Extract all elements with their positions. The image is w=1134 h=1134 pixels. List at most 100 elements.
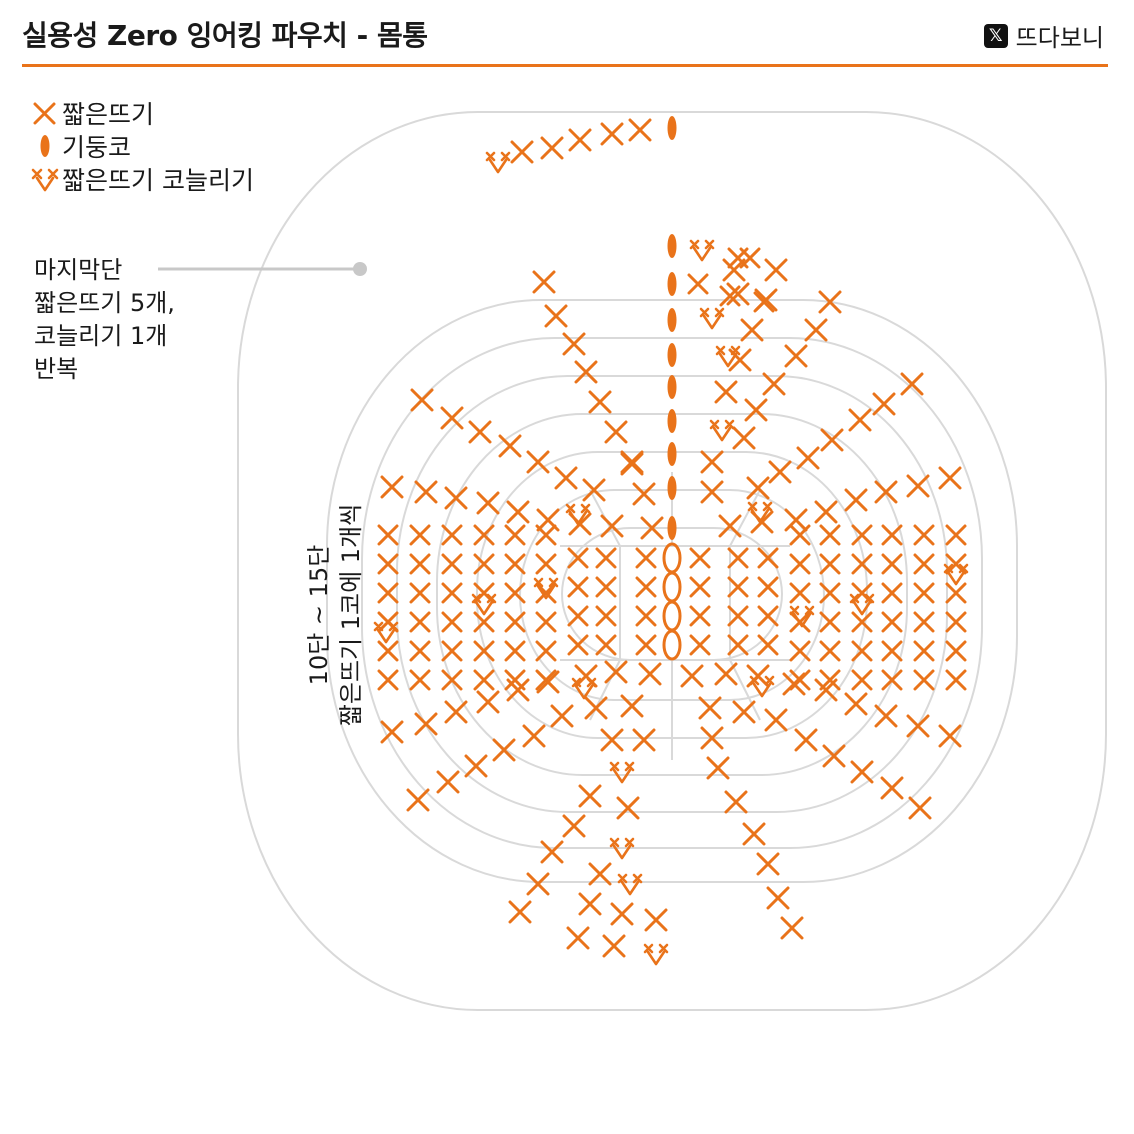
single-crochet-mark bbox=[814, 678, 838, 702]
single-crochet-mark bbox=[913, 553, 935, 575]
single-crochet-mark bbox=[504, 582, 526, 604]
single-crochet-mark bbox=[796, 446, 820, 470]
single-crochet-mark bbox=[727, 605, 749, 627]
single-crochet-mark bbox=[640, 516, 664, 540]
single-crochet-mark bbox=[595, 576, 617, 598]
single-crochet-mark bbox=[600, 514, 624, 538]
connector-dot bbox=[353, 262, 367, 276]
single-crochet-mark bbox=[789, 553, 811, 575]
chain-ring-mark bbox=[662, 542, 682, 574]
chain-ring-mark bbox=[662, 629, 682, 661]
round-ring bbox=[326, 299, 1018, 883]
single-crochet-mark bbox=[377, 640, 399, 662]
brand[interactable]: 𝕏 뜨다보니 bbox=[983, 18, 1104, 53]
single-crochet-mark bbox=[768, 460, 792, 484]
single-crochet-mark bbox=[718, 514, 742, 538]
single-crochet-mark bbox=[753, 291, 775, 313]
legend-label: 짧은뜨기 코늘리기 bbox=[62, 165, 254, 195]
single-crochet-mark bbox=[764, 258, 788, 282]
single-crochet-mark bbox=[567, 605, 589, 627]
single-crochet-mark bbox=[567, 634, 589, 656]
single-crochet-mark bbox=[377, 524, 399, 546]
single-crochet-mark bbox=[714, 662, 738, 686]
legend-item-sc: 짧은뜨기 bbox=[30, 96, 254, 129]
single-crochet-mark bbox=[441, 669, 463, 691]
single-crochet-mark bbox=[535, 553, 557, 575]
single-crochet-mark bbox=[874, 704, 898, 728]
single-crochet-mark bbox=[819, 582, 841, 604]
single-crochet-mark bbox=[632, 482, 656, 506]
single-crochet-mark bbox=[819, 640, 841, 662]
legend-item-increase: 짧은뜨기 코늘리기 bbox=[30, 162, 254, 195]
single-crochet-mark bbox=[414, 712, 438, 736]
single-crochet-mark bbox=[851, 553, 873, 575]
single-crochet-mark bbox=[698, 696, 722, 720]
round-ring bbox=[561, 527, 783, 661]
single-crochet-mark bbox=[508, 900, 532, 924]
single-crochet-mark bbox=[377, 669, 399, 691]
single-crochet-mark bbox=[535, 640, 557, 662]
chain-mark bbox=[667, 442, 677, 466]
single-crochet-mark bbox=[635, 605, 657, 627]
legend-item-chain: 기둥코 bbox=[30, 129, 254, 162]
single-crochet-mark bbox=[604, 660, 628, 684]
single-crochet-mark bbox=[567, 547, 589, 569]
single-crochet-mark bbox=[562, 332, 586, 356]
brand-name: 뜨다보니 bbox=[1015, 24, 1104, 52]
single-crochet-mark bbox=[913, 640, 935, 662]
single-crochet-mark bbox=[620, 450, 644, 474]
single-crochet-mark bbox=[687, 273, 709, 295]
single-crochet-mark bbox=[595, 634, 617, 656]
single-crochet-mark bbox=[881, 669, 903, 691]
single-crochet-mark bbox=[628, 118, 652, 142]
single-crochet-mark bbox=[851, 611, 873, 633]
single-crochet-mark bbox=[380, 720, 404, 744]
increase-icon bbox=[31, 168, 59, 191]
single-crochet-mark bbox=[414, 480, 438, 504]
single-crochet-mark bbox=[632, 728, 656, 752]
single-crochet-mark bbox=[635, 634, 657, 656]
single-crochet-mark bbox=[409, 582, 431, 604]
increase-mark bbox=[709, 419, 735, 442]
single-crochet-mark bbox=[498, 434, 522, 458]
single-crochet-mark bbox=[819, 553, 841, 575]
single-crochet-mark bbox=[578, 892, 602, 916]
single-crochet-mark bbox=[819, 611, 841, 633]
single-crochet-mark bbox=[602, 934, 626, 958]
increase-mark bbox=[609, 761, 635, 784]
chain-mark bbox=[667, 308, 677, 332]
single-crochet-mark bbox=[444, 486, 468, 510]
increase-mark bbox=[571, 677, 597, 700]
single-crochet-mark bbox=[689, 605, 711, 627]
single-crochet-mark bbox=[588, 862, 612, 886]
single-crochet-mark bbox=[820, 428, 844, 452]
single-crochet-mark bbox=[644, 908, 668, 932]
last-round-note: 마지막단 짧은뜨기 5개, 코늘리기 1개 반복 bbox=[34, 254, 175, 386]
single-crochet-mark bbox=[526, 450, 550, 474]
single-crochet-mark bbox=[473, 669, 495, 691]
single-crochet-mark bbox=[872, 392, 896, 416]
single-crochet-mark bbox=[757, 605, 779, 627]
single-crochet-mark bbox=[595, 547, 617, 569]
increase-mark bbox=[715, 345, 741, 368]
single-crochet-mark bbox=[742, 822, 766, 846]
note-connector bbox=[158, 262, 367, 276]
single-crochet-mark bbox=[540, 840, 564, 864]
single-crochet-mark bbox=[945, 524, 967, 546]
single-crochet-mark bbox=[945, 669, 967, 691]
chain-mark bbox=[667, 375, 677, 399]
single-crochet-mark bbox=[727, 547, 749, 569]
single-crochet-mark bbox=[473, 553, 495, 575]
single-crochet-mark bbox=[714, 380, 738, 404]
x-logo-icon: 𝕏 bbox=[983, 23, 1008, 48]
single-crochet-mark bbox=[689, 547, 711, 569]
single-crochet-mark bbox=[536, 670, 560, 694]
single-crochet-mark bbox=[604, 420, 628, 444]
chain-mark bbox=[667, 116, 677, 140]
single-crochet-mark bbox=[784, 344, 808, 368]
single-crochet-mark bbox=[782, 672, 806, 696]
single-crochet-mark bbox=[492, 738, 516, 762]
single-crochet-mark bbox=[848, 408, 872, 432]
chain-ring-mark bbox=[662, 571, 682, 603]
single-crochet-mark bbox=[441, 611, 463, 633]
